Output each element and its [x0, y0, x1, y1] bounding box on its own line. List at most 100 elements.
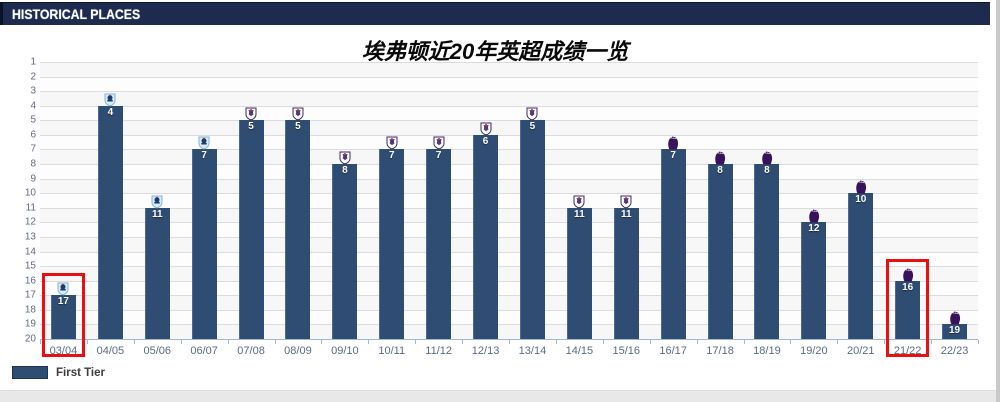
bar-value-label: 5 — [529, 121, 536, 133]
x-axis-tickmark — [978, 340, 979, 344]
bar-value-label: 12 — [808, 223, 820, 235]
x-axis-label: 09/10 — [331, 345, 359, 357]
bar-value-label: 5 — [248, 121, 254, 133]
bar — [473, 134, 499, 339]
bar — [50, 295, 76, 339]
y-axis-tick-label: 5 — [30, 114, 36, 126]
bar — [191, 149, 217, 339]
gridline — [40, 236, 978, 238]
x-axis-tickmark — [790, 340, 792, 344]
y-axis-tick-label: 17 — [24, 289, 36, 301]
x-axis-tickmark — [649, 340, 651, 344]
y-axis-tick-label: 2 — [30, 71, 36, 83]
bar — [942, 324, 968, 339]
bar — [707, 164, 733, 339]
premier-league-shield-icon — [432, 136, 446, 150]
x-axis-label: 10/11 — [378, 345, 406, 357]
premier-league-shield-icon — [525, 107, 539, 121]
barclays-premiership-badge-icon — [56, 282, 70, 296]
x-axis-label: 18/19 — [753, 345, 781, 357]
premier-league-shield-icon — [619, 195, 633, 209]
y-axis-tick-label: 11 — [25, 202, 36, 214]
y-axis-tick-label: 10 — [24, 187, 36, 199]
bar-value-label: 17 — [57, 296, 69, 308]
x-axis-label: 08/09 — [284, 345, 312, 357]
gridline — [40, 134, 978, 136]
bar-value-label: 8 — [717, 165, 723, 177]
x-axis-tickmark — [837, 340, 839, 344]
highlight-box — [886, 258, 930, 357]
plot-band — [40, 295, 978, 310]
gridline — [40, 62, 978, 63]
x-axis-label: 13/14 — [518, 345, 547, 357]
plot-band — [40, 164, 978, 179]
premier-league-lion-icon — [807, 209, 820, 223]
bar-value-label: 11 — [151, 208, 163, 220]
x-axis-tickmark — [743, 340, 745, 344]
x-axis-tickmark — [180, 340, 182, 344]
bar-value-label: 10 — [855, 194, 867, 206]
plot-band — [40, 280, 978, 296]
legend: First Tier — [12, 366, 105, 379]
x-axis-label: 20/21 — [846, 345, 875, 357]
y-axis-tick-label: 13 — [24, 231, 36, 243]
bar — [426, 149, 452, 339]
bar-value-label: 6 — [482, 135, 489, 147]
bar-value-label: 4 — [107, 106, 114, 118]
x-axis-label: 17/18 — [706, 345, 734, 357]
gridline — [40, 193, 978, 195]
plot-band — [40, 134, 978, 150]
legend-swatch — [12, 366, 48, 379]
bar — [144, 207, 170, 339]
bar — [754, 164, 780, 339]
x-axis-label: 16/17 — [659, 345, 687, 357]
barclays-premiership-badge-icon — [197, 136, 211, 150]
x-axis-tickmark — [462, 340, 464, 344]
bar — [97, 105, 123, 339]
x-axis-tickmark — [884, 340, 886, 344]
plot-band — [40, 309, 978, 325]
x-axis-tickmark — [415, 340, 417, 344]
y-axis-tick-label: 20 — [24, 333, 36, 345]
bar-value-label: 5 — [295, 121, 301, 133]
plot-band — [40, 62, 978, 77]
right-edge-strip — [996, 0, 1000, 402]
premier-league-shield-icon — [291, 107, 305, 121]
header-bar: HISTORICAL PLACES — [0, 2, 990, 25]
plot-band — [40, 178, 978, 194]
x-axis-tickmark — [86, 340, 88, 344]
y-axis-tick-label: 16 — [24, 275, 36, 287]
premier-league-shield-icon — [479, 122, 493, 136]
bar — [660, 149, 686, 339]
bar — [613, 207, 639, 339]
x-axis-tickmark — [509, 340, 510, 344]
bar — [238, 120, 264, 339]
premier-league-lion-icon — [760, 151, 773, 165]
x-axis-label: 12/13 — [471, 345, 500, 357]
plot-band — [40, 193, 978, 208]
x-axis-label: 07/08 — [237, 345, 265, 357]
bar-value-label: 7 — [201, 150, 207, 162]
premier-league-shield-icon — [338, 151, 352, 165]
plot-band — [40, 105, 978, 121]
x-axis-tickmark — [227, 340, 229, 344]
x-axis-tickmark — [696, 340, 698, 344]
gridline — [40, 120, 978, 122]
barclays-premiership-badge-icon — [150, 195, 164, 209]
y-axis-tick-label: 6 — [30, 129, 36, 141]
gridline — [40, 76, 978, 78]
plot-band — [40, 324, 978, 339]
premier-league-lion-icon — [714, 151, 727, 165]
footer-strip — [0, 390, 1000, 402]
bar — [519, 120, 545, 339]
bar — [285, 120, 311, 339]
y-axis-tick-label: 15 — [24, 260, 36, 272]
plot-band — [40, 222, 978, 237]
y-axis-tick-label: 14 — [24, 246, 36, 258]
x-axis-tickmark — [368, 340, 370, 344]
plot-band — [40, 91, 978, 106]
bar — [566, 207, 592, 339]
gridline — [40, 309, 978, 311]
y-axis-tick-label: 12 — [24, 216, 36, 228]
premier-league-shield-icon — [244, 107, 258, 121]
